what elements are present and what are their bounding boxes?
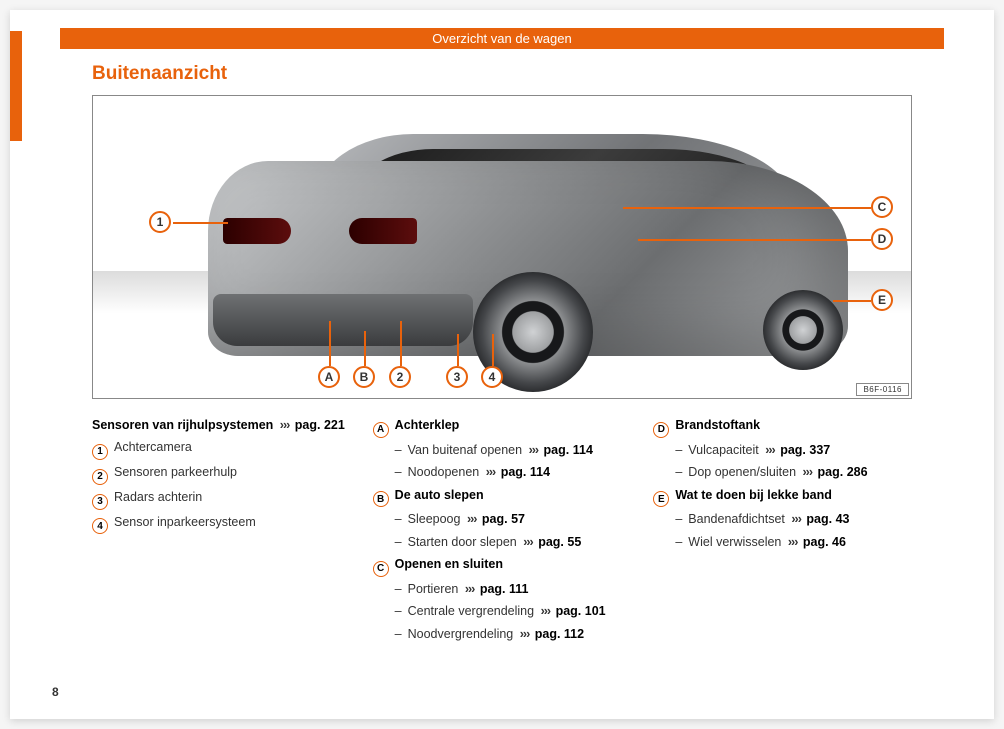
column-3: D Brandstoftank Vulcapaciteit ››› pag. 33… (653, 413, 912, 647)
group-c-title: Openen en sluiten (395, 557, 503, 571)
group-d-sub1: Vulcapaciteit ››› pag. 337 (675, 441, 912, 460)
callout-4: 4 (481, 366, 503, 388)
callout-b: B (353, 366, 375, 388)
marker-a: A (373, 422, 389, 438)
exterior-figure: 1 A B 2 3 4 C D E B6F-0116 (92, 95, 912, 399)
callout-d: D (871, 228, 893, 250)
marker-c: C (373, 561, 389, 577)
col1-heading: Sensoren van rijhulpsystemen ››› pag. 22… (92, 416, 351, 435)
marker-4: 4 (92, 518, 108, 534)
callout-c: C (871, 196, 893, 218)
leader-a (329, 321, 331, 366)
col1-item2-text: Sensoren parkeerhulp (114, 465, 237, 479)
edge-tab (10, 31, 22, 141)
page-number: 8 (52, 685, 59, 699)
front-wheel (763, 290, 843, 370)
callout-1: 1 (149, 211, 171, 233)
group-c: C Openen en sluiten (373, 555, 632, 577)
marker-b: B (373, 491, 389, 507)
col1-item4-text: Sensor inparkeersysteem (114, 515, 256, 529)
group-a-sub2: Noodopenen ››› pag. 114 (395, 463, 632, 482)
group-a-title: Achterklep (395, 418, 460, 432)
leader-1 (173, 222, 228, 224)
figure-id: B6F-0116 (856, 383, 909, 396)
group-b: B De auto slepen (373, 486, 632, 508)
group-b-sub2: Starten door slepen ››› pag. 55 (395, 533, 632, 552)
leader-4 (492, 334, 494, 366)
leader-c (623, 207, 871, 209)
leader-d (638, 239, 871, 241)
leader-2 (400, 321, 402, 366)
col1-heading-text: Sensoren van rijhulpsystemen (92, 418, 273, 432)
marker-d: D (653, 422, 669, 438)
callout-a: A (318, 366, 340, 388)
col1-item-3: 3 Radars achterin (92, 488, 351, 510)
group-a-sub1: Van buitenaf openen ››› pag. 114 (395, 441, 632, 460)
column-1: Sensoren van rijhulpsystemen ››› pag. 22… (92, 413, 351, 647)
callout-e: E (871, 289, 893, 311)
group-c-sub3: Noodvergrendeling ››› pag. 112 (395, 625, 632, 644)
group-e-title: Wat te doen bij lekke band (675, 488, 832, 502)
col1-page: 221 (324, 418, 345, 432)
group-b-title: De auto slepen (395, 488, 484, 502)
description-columns: Sensoren van rijhulpsystemen ››› pag. 22… (92, 413, 912, 647)
marker-2: 2 (92, 469, 108, 485)
leader-e (833, 300, 871, 302)
leader-3 (457, 334, 459, 366)
tail-light-right (349, 218, 417, 244)
manual-page: Overzicht van de wagen Buitenaanzicht 1 … (10, 10, 994, 719)
group-c-sub1: Portieren ››› pag. 111 (395, 580, 632, 599)
col1-item1-text: Achtercamera (114, 440, 192, 454)
group-d-sub2: Dop openen/sluiten ››› pag. 286 (675, 463, 912, 482)
group-e-sub2: Wiel verwisselen ››› pag. 46 (675, 533, 912, 552)
leader-b (364, 331, 366, 366)
callout-3: 3 (446, 366, 468, 388)
page-title: Buitenaanzicht (92, 63, 994, 85)
col1-item-2: 2 Sensoren parkeerhulp (92, 463, 351, 485)
marker-e: E (653, 491, 669, 507)
group-e: E Wat te doen bij lekke band (653, 486, 912, 508)
group-d: D Brandstoftank (653, 416, 912, 438)
pag-label: pag. (295, 418, 321, 432)
tail-light-left (223, 218, 291, 244)
group-e-sub1: Bandenafdichtset ››› pag. 43 (675, 510, 912, 529)
group-b-sub1: Sleepoog ››› pag. 57 (395, 510, 632, 529)
col1-item-1: 1 Achtercamera (92, 438, 351, 460)
rear-bumper (213, 294, 473, 346)
col1-item-4: 4 Sensor inparkeersysteem (92, 513, 351, 535)
column-2: A Achterklep Van buitenaf openen ››› pag.… (373, 413, 632, 647)
callout-2: 2 (389, 366, 411, 388)
group-c-sub2: Centrale vergrendeling ››› pag. 101 (395, 602, 632, 621)
section-header: Overzicht van de wagen (60, 28, 944, 49)
group-a: A Achterklep (373, 416, 632, 438)
col1-item3-text: Radars achterin (114, 490, 202, 504)
marker-1: 1 (92, 444, 108, 460)
marker-3: 3 (92, 494, 108, 510)
group-d-title: Brandstoftank (675, 418, 760, 432)
arrows: ››› (280, 418, 290, 432)
